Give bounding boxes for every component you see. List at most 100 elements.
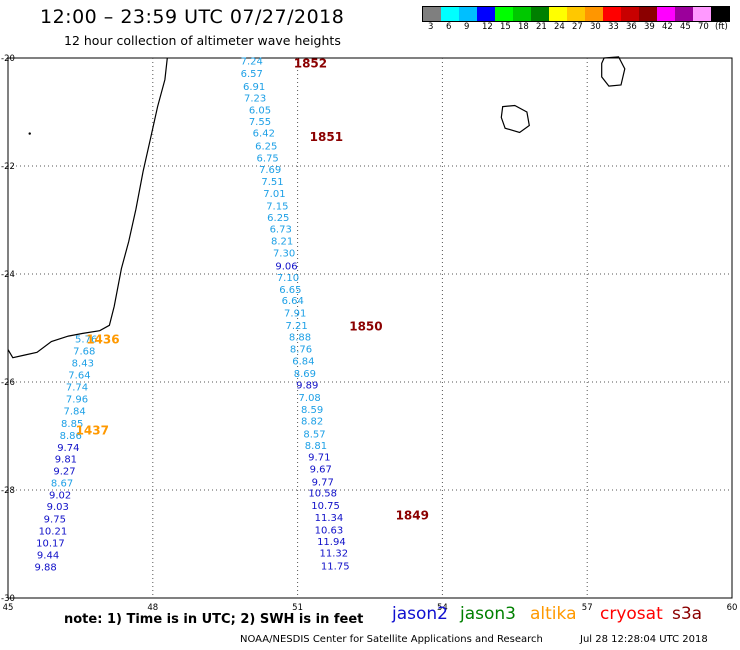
wave-height-value: 7.10 <box>277 273 299 284</box>
satellite-legend-jason3: jason3 <box>460 604 516 624</box>
wave-height-value: 8.57 <box>303 429 325 440</box>
colorbar-label: 39 <box>644 22 655 32</box>
colorbar-label: 36 <box>626 22 637 32</box>
wave-height-value: 9.74 <box>57 443 79 454</box>
wave-height-value: 8.86 <box>60 431 82 442</box>
x-tick-label: 45 <box>3 603 14 613</box>
map-grid <box>7 57 733 599</box>
small-island <box>28 132 31 135</box>
colorbar-swatch <box>513 7 531 21</box>
wave-height-value: 9.06 <box>275 261 297 272</box>
wave-height-value: 7.68 <box>73 347 95 358</box>
colorbar-label: 6 <box>446 22 452 32</box>
time-labels: 1852 1851 1850 1849 1436 1437 <box>76 56 429 522</box>
wave-height-value: 8.21 <box>271 237 293 248</box>
wave-height-value: 7.23 <box>244 93 266 104</box>
colorbar-swatch <box>693 7 711 21</box>
y-tick-label: -28 <box>1 486 15 496</box>
colorbar-swatch <box>549 7 567 21</box>
wave-height-value: 7.74 <box>66 382 88 393</box>
wave-height-value: 9.81 <box>55 455 77 466</box>
colorbar-swatch <box>441 7 459 21</box>
colorbar-labels: 3 6 9 12 15 18 21 24 27 30 33 36 39 42 45 70 (ft) <box>422 22 732 36</box>
wave-height-value: 7.01 <box>263 189 285 200</box>
x-tick-label: 57 <box>582 603 593 613</box>
wave-height-value: 6.64 <box>282 296 304 307</box>
wave-height-value: 8.43 <box>72 359 94 370</box>
credit-line: NOAA/NESDIS Center for Satellite Applica… <box>240 634 543 645</box>
y-tick-label: -26 <box>1 378 15 388</box>
colorbar-label: 9 <box>464 22 470 32</box>
coastline <box>7 56 626 359</box>
colorbar-swatch <box>423 7 441 21</box>
wave-height-value: 11.94 <box>317 537 346 548</box>
colorbar-label: 15 <box>500 22 511 32</box>
wave-height-value: 6.25 <box>255 141 277 152</box>
y-tick-label: -24 <box>1 270 15 280</box>
wave-height-value: 8.82 <box>301 416 323 427</box>
wave-height-value: 8.67 <box>51 478 73 489</box>
colorbar-label: 27 <box>572 22 583 32</box>
colorbar-swatch <box>495 7 513 21</box>
wave-height-value: 9.77 <box>312 477 334 488</box>
colorbar-swatch <box>639 7 657 21</box>
reunion-coastline <box>500 104 530 134</box>
wave-height-value: 9.02 <box>49 490 71 501</box>
track-altika: 5.76 7.688.437.647.74 7.967.848.858.869.74… <box>35 334 98 573</box>
colorbar-label: 33 <box>608 22 619 32</box>
altimeter-tracks: 7.246.576.917.236.057.556.426.256.757.69… <box>35 57 350 574</box>
time-label: 1851 <box>310 130 343 144</box>
colorbar-swatch <box>531 7 549 21</box>
generated-timestamp: Jul 28 12:28:04 UTC 2018 <box>580 634 708 645</box>
time-label: 1852 <box>294 56 327 70</box>
time-label: 1437 <box>76 424 109 438</box>
track-s3a: 7.246.576.917.236.057.556.426.256.757.69… <box>241 57 350 573</box>
colorbar-label: (ft) <box>715 22 728 32</box>
time-label: 1850 <box>349 319 382 333</box>
y-tick-label: -22 <box>1 162 15 172</box>
satellite-legend-jason2: jason2 <box>392 604 448 624</box>
y-tick-label: -20 <box>1 54 15 64</box>
wave-height-value: 10.58 <box>308 489 337 500</box>
wave-height-value: 6.75 <box>257 153 279 164</box>
wave-height-value: 7.96 <box>66 395 88 406</box>
page-subtitle: 12 hour collection of altimeter wave hei… <box>64 33 341 48</box>
wave-height-value: 6.73 <box>270 225 292 236</box>
map-frame <box>7 57 733 599</box>
colorbar-swatch <box>603 7 621 21</box>
x-tick-label: 60 <box>727 603 738 613</box>
mauritius-coastline <box>601 56 626 87</box>
satellite-legend-s3a: s3a <box>672 604 703 624</box>
wave-height-value: 7.24 <box>241 57 263 68</box>
colorbar-label: 24 <box>554 22 565 32</box>
colorbar-swatch <box>459 7 477 21</box>
colorbar-swatch <box>657 7 675 21</box>
wave-height-value: 7.21 <box>286 321 308 332</box>
wave-height-value: 7.64 <box>68 370 90 381</box>
wave-height-value: 10.63 <box>315 525 344 536</box>
y-tick-label: -30 <box>1 594 15 604</box>
wave-height-value: 9.88 <box>35 563 57 574</box>
wave-height-value: 6.05 <box>249 105 271 116</box>
wave-height-value: 10.17 <box>36 538 65 549</box>
wave-height-value: 7.84 <box>63 407 85 418</box>
wave-height-value: 6.42 <box>253 129 275 140</box>
colorbar-label: 45 <box>680 22 691 32</box>
wave-height-value: 6.57 <box>241 69 263 80</box>
x-tick-label: 48 <box>147 603 158 613</box>
colorbar-label: 70 <box>698 22 709 32</box>
wave-height-value: 6.65 <box>279 285 301 296</box>
wave-height-value: 9.27 <box>53 467 75 478</box>
colorbar-label: 42 <box>662 22 673 32</box>
wave-height-value: 7.69 <box>259 165 281 176</box>
colorbar-swatch <box>585 7 603 21</box>
wave-height-value: 6.91 <box>243 82 265 93</box>
wave-height-value: 7.91 <box>284 308 306 319</box>
colorbar-label: 30 <box>590 22 601 32</box>
wave-height-value: 7.15 <box>266 201 288 212</box>
wave-height-value: 7.51 <box>261 177 283 188</box>
footer-note: note: 1) Time is in UTC; 2) SWH is in fe… <box>64 612 364 627</box>
wave-height-value: 9.75 <box>44 515 66 526</box>
colorbar-swatch <box>711 7 729 21</box>
